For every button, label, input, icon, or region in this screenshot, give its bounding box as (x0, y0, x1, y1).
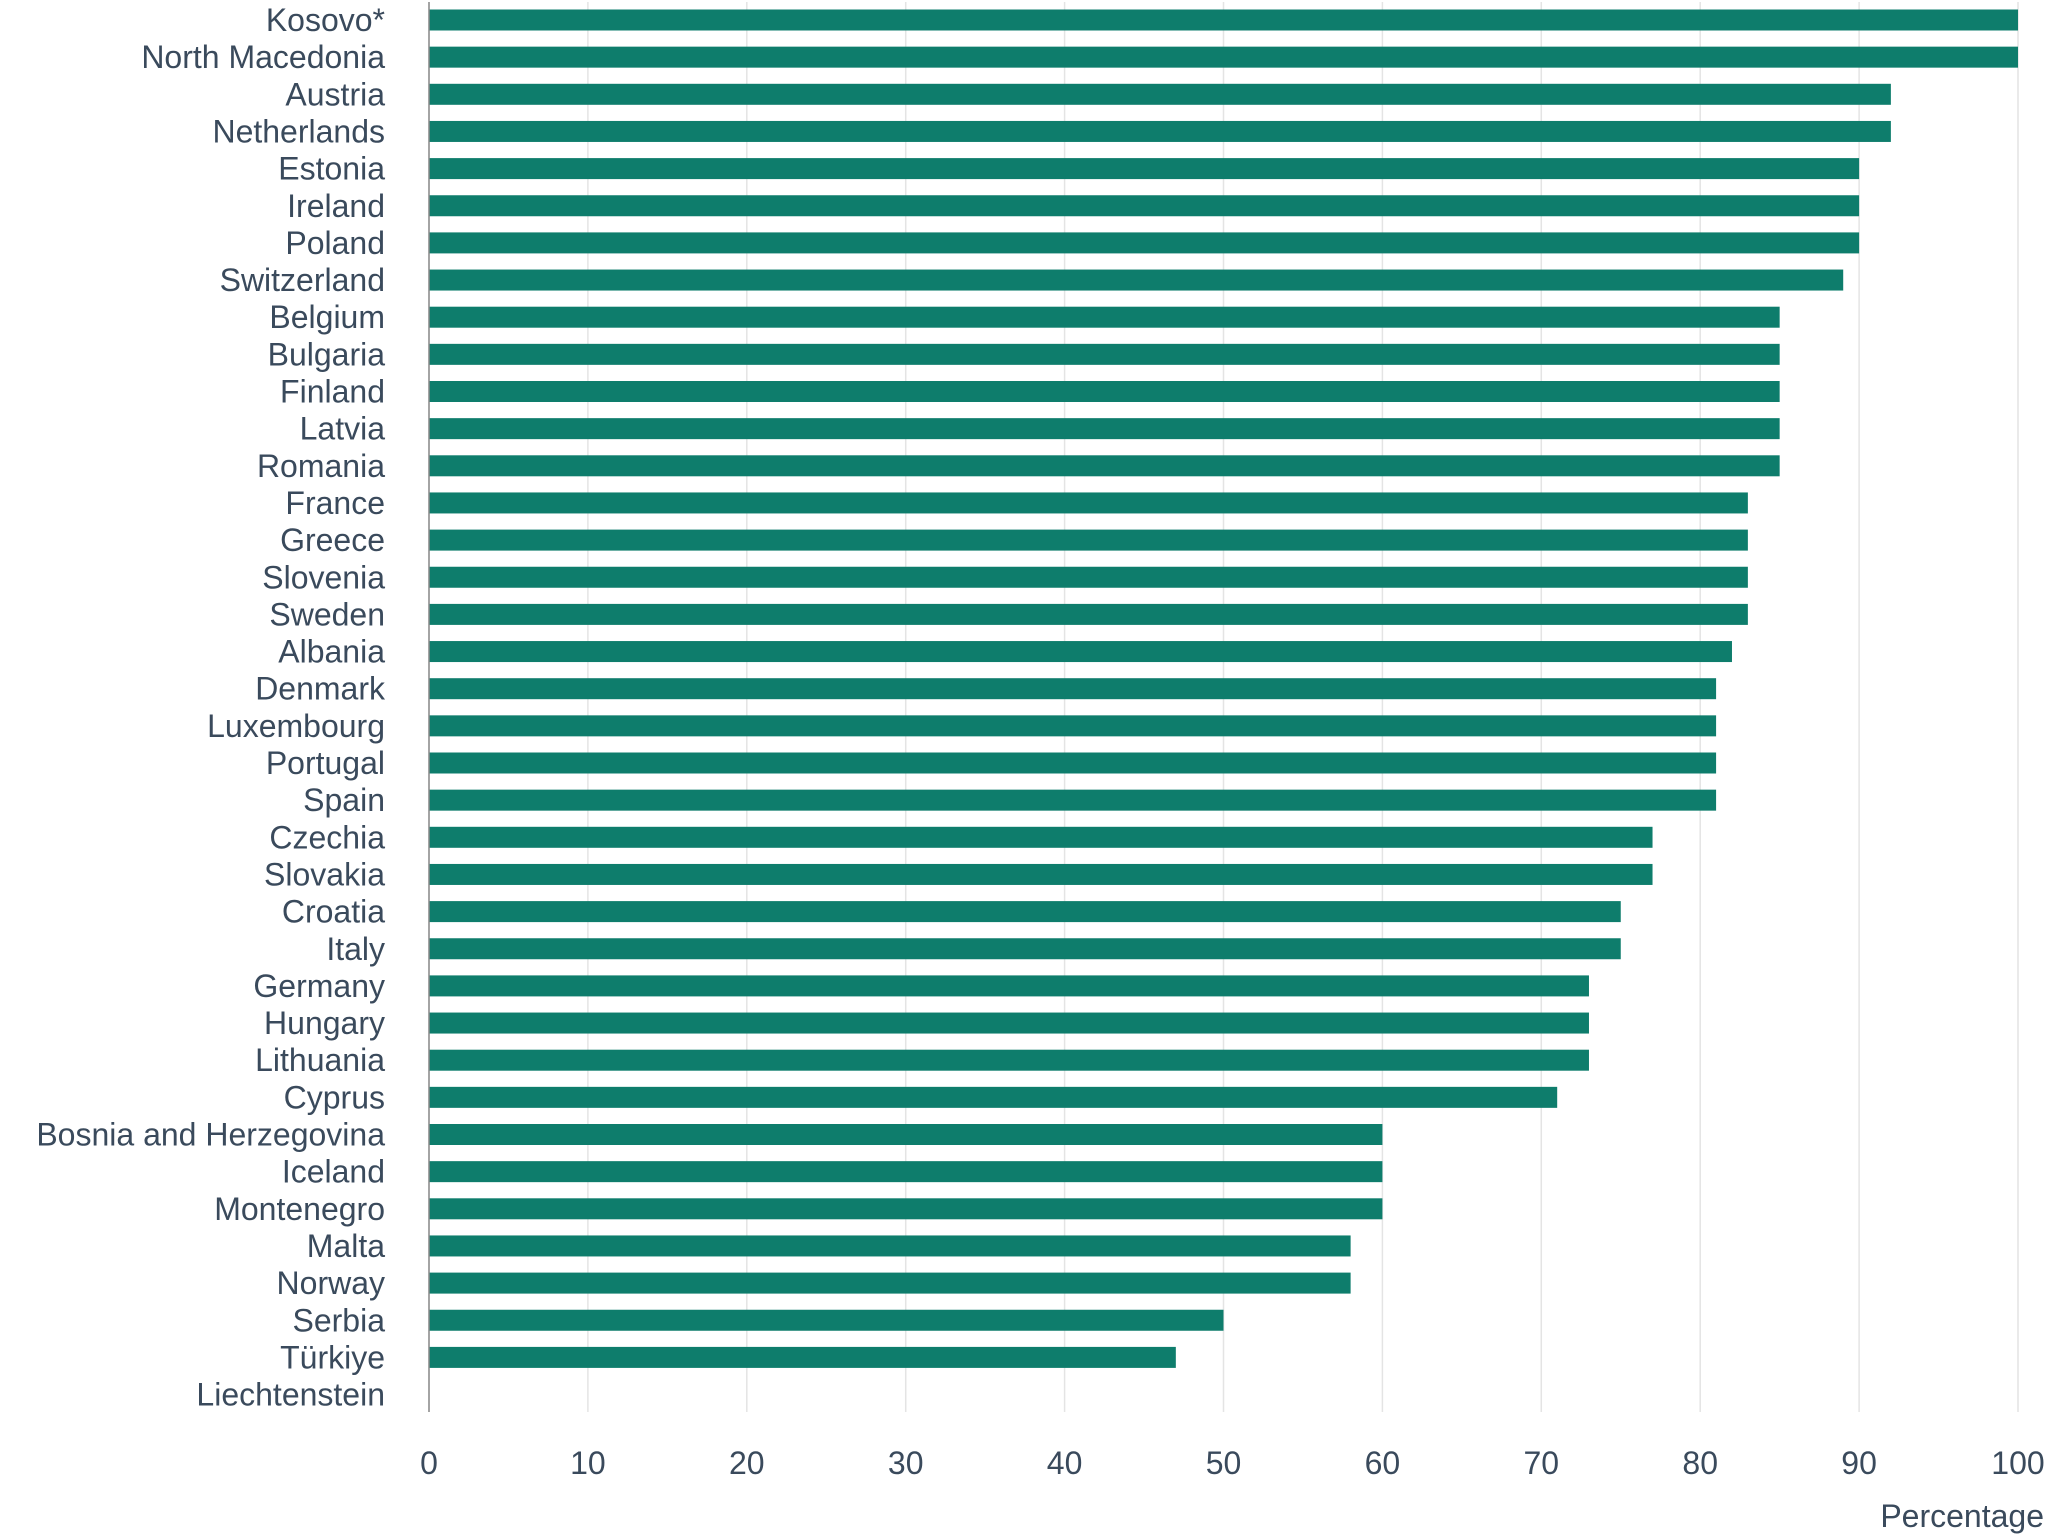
category-label: Ireland (287, 188, 385, 224)
category-label: Albania (278, 634, 385, 670)
category-label: Finland (280, 374, 385, 410)
x-tick-label: 80 (1682, 1445, 1718, 1481)
category-label: Bulgaria (268, 336, 386, 372)
category-label: Cyprus (284, 1079, 385, 1115)
category-label: France (285, 485, 385, 521)
category-label: Malta (307, 1228, 385, 1264)
x-tick-label: 60 (1365, 1445, 1401, 1481)
bar (429, 529, 1748, 551)
category-label: Slovakia (264, 856, 385, 892)
bar (429, 789, 1717, 811)
category-label: Kosovo* (266, 2, 385, 38)
bar (429, 46, 2018, 68)
bar (429, 603, 1748, 625)
bar (429, 418, 1780, 440)
category-label: Türkiye (280, 1339, 385, 1375)
category-label: Hungary (264, 1005, 385, 1041)
category-label: Denmark (255, 671, 386, 707)
bar (429, 826, 1653, 848)
category-label: Czechia (269, 819, 385, 855)
category-label: Lithuania (255, 1042, 385, 1078)
bar (429, 9, 2018, 31)
category-label: Romania (257, 448, 385, 484)
category-label: Italy (326, 931, 385, 967)
category-label: North Macedonia (141, 39, 385, 75)
category-label: Liechtenstein (196, 1377, 385, 1413)
category-labels: Kosovo*North MacedoniaAustriaNetherlands… (36, 2, 386, 1413)
bar (429, 83, 1891, 105)
category-label: Latvia (300, 411, 386, 447)
category-label: Estonia (278, 151, 385, 187)
bar (429, 1309, 1224, 1331)
bar (429, 975, 1589, 997)
bar (429, 455, 1780, 477)
x-tick-label: 40 (1047, 1445, 1083, 1481)
category-label: Bosnia and Herzegovina (36, 1117, 385, 1153)
bar (429, 232, 1860, 254)
x-tick-label: 0 (420, 1445, 438, 1481)
bar (429, 381, 1780, 402)
bar (429, 1161, 1383, 1183)
x-tick-label: 10 (570, 1445, 606, 1481)
bar (429, 715, 1717, 737)
category-label: Netherlands (212, 113, 385, 149)
bar (429, 1049, 1589, 1071)
category-label: Croatia (282, 894, 385, 930)
x-axis-title: Percentage (1880, 1498, 2044, 1534)
bar (429, 678, 1717, 700)
bar (429, 1235, 1351, 1257)
category-label: Poland (285, 225, 385, 261)
bar (429, 492, 1748, 514)
bar (429, 120, 1891, 142)
bar (429, 752, 1717, 774)
x-axis-ticks: 0 10 20 30 40 50 60 70 80 90 100 (420, 1445, 2045, 1481)
bar (429, 1198, 1383, 1220)
bar (429, 901, 1621, 923)
bar (429, 269, 1844, 291)
bar (429, 195, 1860, 217)
bar (429, 938, 1621, 960)
bar (429, 306, 1780, 328)
x-tick-label: 100 (1991, 1445, 2044, 1481)
bar (429, 641, 1732, 663)
x-tick-label: 20 (729, 1445, 765, 1481)
x-tick-label: 30 (888, 1445, 924, 1481)
category-label: Luxembourg (207, 708, 385, 744)
bar (429, 1086, 1558, 1108)
bar (429, 1346, 1176, 1368)
category-label: Norway (277, 1265, 385, 1301)
category-label: Slovenia (262, 559, 385, 595)
category-label: Switzerland (220, 262, 385, 298)
x-tick-label: 70 (1524, 1445, 1560, 1481)
category-label: Serbia (293, 1302, 386, 1338)
x-tick-label: 50 (1206, 1445, 1242, 1481)
category-label: Germany (253, 968, 385, 1004)
x-tick-label: 90 (1841, 1445, 1877, 1481)
category-label: Spain (303, 782, 385, 818)
category-label: Belgium (269, 299, 385, 335)
bar (429, 158, 1860, 180)
bar (429, 1012, 1589, 1034)
bar (429, 566, 1748, 588)
bar (429, 1124, 1383, 1145)
bar (429, 1272, 1351, 1294)
category-label: Austria (285, 76, 385, 112)
category-label: Iceland (282, 1154, 385, 1190)
category-label: Montenegro (214, 1191, 385, 1227)
bar (429, 863, 1653, 885)
category-label: Portugal (266, 745, 385, 781)
category-label: Sweden (269, 596, 385, 632)
bar (429, 343, 1780, 365)
bars (429, 9, 2018, 1368)
category-label: Greece (280, 522, 385, 558)
